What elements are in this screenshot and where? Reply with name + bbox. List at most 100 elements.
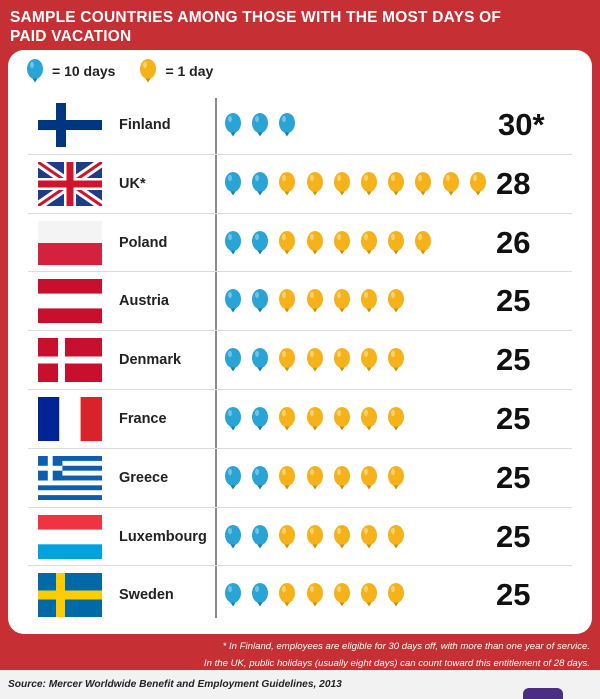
blue-balloon-mark [225,113,241,137]
balloon-group [222,508,492,566]
orange-balloon-mark [279,524,296,549]
legend-label-1-day: = 1 day [165,63,214,79]
row-separator [28,271,572,273]
chart-row: Greece 25 [8,449,592,508]
source-text: Source: Mercer Worldwide Benefit and Emp… [8,679,342,690]
orange-balloon-mark [306,583,323,607]
orange-balloon-mark [388,583,405,607]
days-value-label: 25 [496,459,531,495]
orange-balloon-mark [388,524,405,549]
country-label: Denmark [119,352,182,369]
source-strip [0,670,600,699]
orange-balloon-mark [333,524,350,549]
orange-balloon-mark [279,465,296,490]
blue-balloon-icon [27,59,43,83]
blue-balloon-mark [252,407,269,431]
row-separator [28,330,572,332]
footnote-uk: In the UK, public holidays (usually eigh… [203,658,590,669]
country-label: Sweden [119,587,174,604]
row-separator [28,447,572,449]
country-label: Austria [119,293,169,310]
days-value-label: 28 [496,165,531,201]
chart-row: Austria 25 [8,272,592,332]
orange-balloon-mark [333,407,350,431]
orange-balloon-mark [361,348,377,372]
orange-balloon-mark [388,465,405,490]
flag-luxembourg-icon [38,514,102,559]
days-value-label: 25 [496,577,531,613]
orange-balloon-mark [333,583,350,607]
orange-balloon-mark [306,289,323,313]
chart-row: Denmark 25 [8,331,592,390]
country-label: Poland [119,234,168,251]
chart-row: France 25 [8,390,592,449]
balloon-group [222,449,492,507]
chart-row: Luxembourg 25 [8,508,592,567]
blue-balloon-mark [225,583,241,607]
orange-balloon-mark [306,230,323,255]
row-separator [28,388,572,390]
flag-denmark-icon [38,338,102,383]
orange-balloon-mark [279,583,296,607]
flag-austria-icon [38,279,102,324]
orange-balloon-icon [140,59,157,83]
blue-balloon-mark [252,524,269,549]
blue-balloon-mark [252,113,269,137]
orange-balloon-mark [415,171,432,196]
blue-balloon-mark [225,171,241,196]
days-value-label: 25 [496,401,531,436]
blue-balloon-mark [252,171,269,196]
blue-balloon-mark [252,289,269,313]
chart-row: UK* 28 [8,155,592,214]
orange-balloon-mark [388,407,405,431]
row-separator [28,565,572,567]
orange-balloon-mark [333,465,350,490]
country-label: UK* [119,175,146,192]
flag-france-icon [38,397,102,441]
blue-balloon-mark [225,289,241,313]
days-value-label: 26 [496,224,531,260]
chart-panel: = 10 days = 1 day Finland 30* UK* 28 Poland 2… [8,50,592,634]
balloon-group [222,331,492,389]
orange-balloon-mark [279,348,296,372]
blue-balloon-mark [252,230,269,255]
orange-balloon-mark [361,524,377,549]
row-separator [28,506,572,508]
legend-label-10-days: = 10 days [52,63,116,79]
orange-balloon-mark [361,407,377,431]
orange-balloon-mark [415,230,432,255]
country-label: France [119,411,167,427]
orange-balloon-mark [333,348,350,372]
blue-balloon-mark [252,583,269,607]
flag-uk-icon [38,161,102,206]
days-value-label: 25 [496,518,531,554]
orange-balloon-mark [333,171,350,196]
flag-greece-icon [38,455,102,500]
legend-item-1-day: = 1 day [137,58,213,84]
chart-title: SAMPLE COUNTRIES AMONG THOSE WITH THE MO… [10,9,502,45]
chart-row: Finland 30* [8,96,592,155]
chart-row: Poland 26 [8,214,592,273]
orange-balloon-mark [361,230,377,255]
blue-balloon-mark [225,465,241,490]
orange-balloon-mark [306,348,323,372]
balloon-group [222,155,492,213]
row-separator [28,212,572,214]
orange-balloon-mark [279,407,296,431]
orange-balloon-mark [279,289,296,313]
blue-balloon-mark [279,113,296,137]
blue-balloon-mark [225,348,241,372]
orange-balloon-mark [306,524,323,549]
balloon-group [222,214,492,272]
orange-balloon-mark [388,230,405,255]
orange-balloon-mark [361,465,377,490]
orange-balloon-mark [388,289,405,313]
orange-balloon-mark [361,583,377,607]
orange-balloon-mark [388,348,405,372]
orange-balloon-mark [333,289,350,313]
balloon-group [222,390,492,448]
row-separator [28,153,572,155]
orange-balloon-mark [361,171,377,196]
days-value-label: 25 [496,283,531,319]
orange-balloon-mark [361,289,377,313]
